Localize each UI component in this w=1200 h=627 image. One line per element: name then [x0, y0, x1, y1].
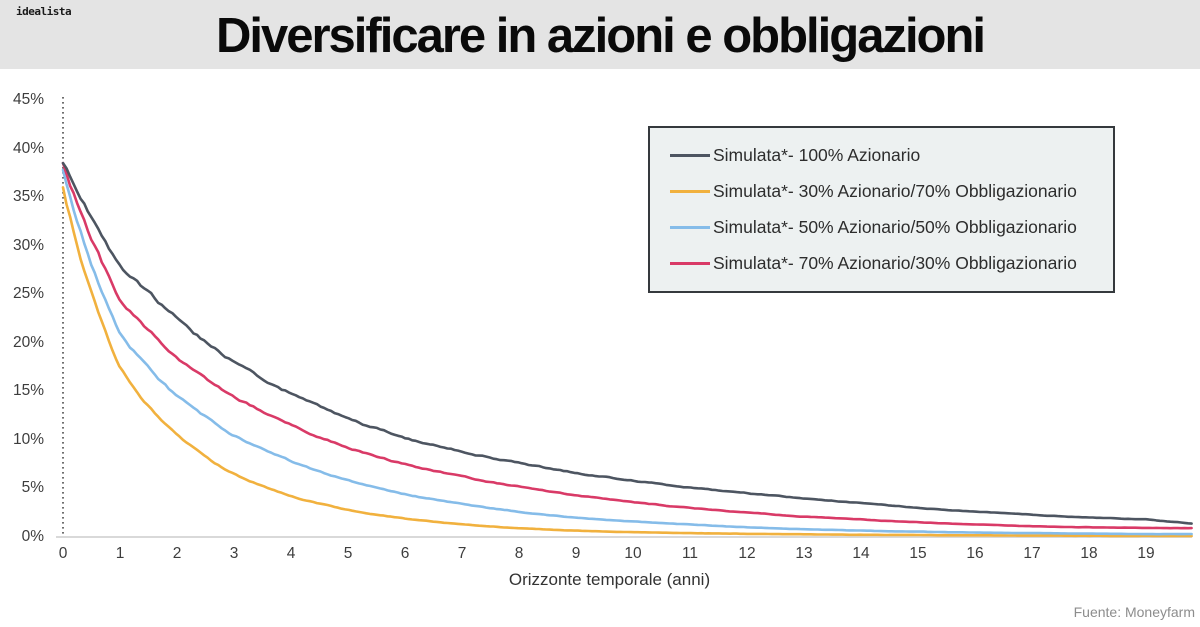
legend-swatch-50-azionario-50-obbligazionario [670, 225, 710, 229]
legend-item-70-30: Simulata*- 70% Azionario/30% Obbligazion… [670, 253, 1113, 274]
x-tick: 18 [1080, 545, 1098, 562]
y-tick: 15% [12, 382, 44, 400]
legend-label: Simulata*- 30% Azionario/70% Obbligazion… [713, 181, 1077, 202]
header-bar: idealista Diversificare in azioni e obbl… [0, 0, 1200, 69]
x-tick: 17 [1023, 545, 1041, 562]
chart-legend: Simulata*- 100% Azionario Simulata*- 30%… [648, 126, 1115, 293]
legend-swatch-100-azionario [670, 154, 710, 158]
x-tick: 14 [852, 545, 870, 562]
series-line-100-azionario [61, 161, 1193, 525]
x-axis-title: Orizzonte temporale (anni) [508, 570, 711, 589]
x-tick: 16 [966, 545, 984, 562]
x-tick: 11 [681, 545, 699, 562]
x-tick: 1 [115, 545, 125, 562]
legend-item-30-70: Simulata*- 30% Azionario/70% Obbligazion… [670, 181, 1113, 202]
x-tick: 15 [909, 545, 927, 562]
legend-swatch-30-azionario-70-obbligazionario [670, 190, 710, 194]
legend-label: Simulata*- 50% Azionario/50% Obbligazion… [713, 216, 1077, 237]
series-line-30-azionario-70-obbligazionario [61, 186, 1193, 538]
series-line-70-azionario-30-obbligazionario [61, 161, 1193, 530]
series-line-50-azionario-50-obbligazionario [61, 168, 1193, 536]
x-tick: 3 [229, 545, 239, 562]
x-tick: 5 [343, 545, 353, 562]
y-axis-tick-labels: 45% 40% 35% 30% 25% 20% 15% 10% 5% 0% [0, 91, 44, 546]
y-tick: 5% [21, 479, 44, 497]
x-tick: 6 [400, 545, 410, 562]
page-title: Diversificare in azioni e obbligazioni [215, 9, 986, 63]
y-tick: 25% [12, 285, 44, 303]
x-tick: 10 [624, 545, 642, 562]
idealista-logo: idealista [16, 5, 72, 18]
series-lines [61, 161, 1193, 538]
legend-item-100-azionario: Simulata*- 100% Azionario [670, 145, 1113, 166]
x-tick: 0 [58, 545, 68, 562]
y-tick: 0% [21, 527, 44, 545]
x-tick: 8 [514, 545, 524, 562]
x-tick: 2 [172, 545, 182, 562]
y-tick: 45% [12, 91, 44, 108]
legend-label: Simulata*- 100% Azionario [713, 145, 921, 166]
x-tick: 19 [1137, 545, 1155, 562]
y-tick: 10% [12, 430, 44, 448]
y-tick: 20% [12, 333, 44, 351]
x-tick: 7 [457, 545, 467, 562]
x-tick: 12 [738, 545, 756, 562]
source-credit: Fuente: Moneyfarm [1073, 604, 1195, 620]
y-tick: 35% [12, 188, 44, 206]
legend-label: Simulata*- 70% Azionario/30% Obbligazion… [713, 252, 1077, 273]
x-axis-tick-labels: 0 1 2 3 4 5 6 7 8 9 10 11 12 13 14 15 16… [53, 545, 1156, 563]
x-tick: 9 [571, 545, 581, 562]
y-tick: 30% [12, 236, 44, 254]
legend-item-50-50: Simulata*- 50% Azionario/50% Obbligazion… [670, 217, 1113, 238]
y-tick: 40% [12, 139, 44, 157]
x-tick: 13 [795, 545, 813, 562]
legend-swatch-70-azionario-30-obbligazionario [670, 261, 710, 265]
x-tick: 4 [286, 545, 296, 562]
